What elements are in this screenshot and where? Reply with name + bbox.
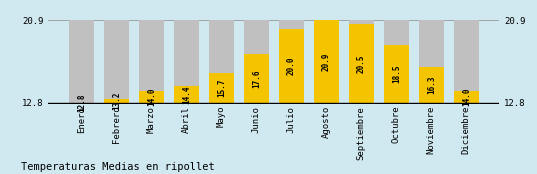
Bar: [209, 20, 234, 103]
Text: 14.0: 14.0: [462, 87, 471, 106]
Text: 14.0: 14.0: [147, 87, 156, 106]
Text: 13.2: 13.2: [112, 92, 121, 110]
Bar: [279, 20, 304, 103]
Bar: [209, 73, 234, 103]
Bar: [349, 20, 374, 103]
Bar: [279, 29, 304, 103]
Text: 20.0: 20.0: [287, 57, 296, 75]
Bar: [419, 20, 444, 103]
Bar: [454, 90, 479, 103]
Bar: [314, 20, 339, 103]
Bar: [454, 20, 479, 103]
Bar: [384, 20, 409, 103]
Bar: [139, 20, 164, 103]
Bar: [419, 67, 444, 103]
Text: 16.3: 16.3: [427, 76, 436, 94]
Bar: [69, 20, 94, 103]
Text: Temperaturas Medias en ripollet: Temperaturas Medias en ripollet: [21, 162, 215, 172]
Bar: [244, 54, 269, 103]
Text: 17.6: 17.6: [252, 69, 261, 88]
Bar: [244, 20, 269, 103]
Text: 15.7: 15.7: [217, 79, 226, 97]
Bar: [174, 20, 199, 103]
Bar: [104, 99, 129, 103]
Bar: [314, 20, 339, 103]
Bar: [174, 86, 199, 103]
Text: 12.8: 12.8: [77, 93, 86, 112]
Text: 20.9: 20.9: [322, 52, 331, 71]
Bar: [104, 20, 129, 103]
Bar: [349, 24, 374, 103]
Text: 20.5: 20.5: [357, 54, 366, 73]
Bar: [139, 90, 164, 103]
Text: 18.5: 18.5: [392, 65, 401, 83]
Text: 14.4: 14.4: [182, 85, 191, 104]
Bar: [384, 45, 409, 103]
